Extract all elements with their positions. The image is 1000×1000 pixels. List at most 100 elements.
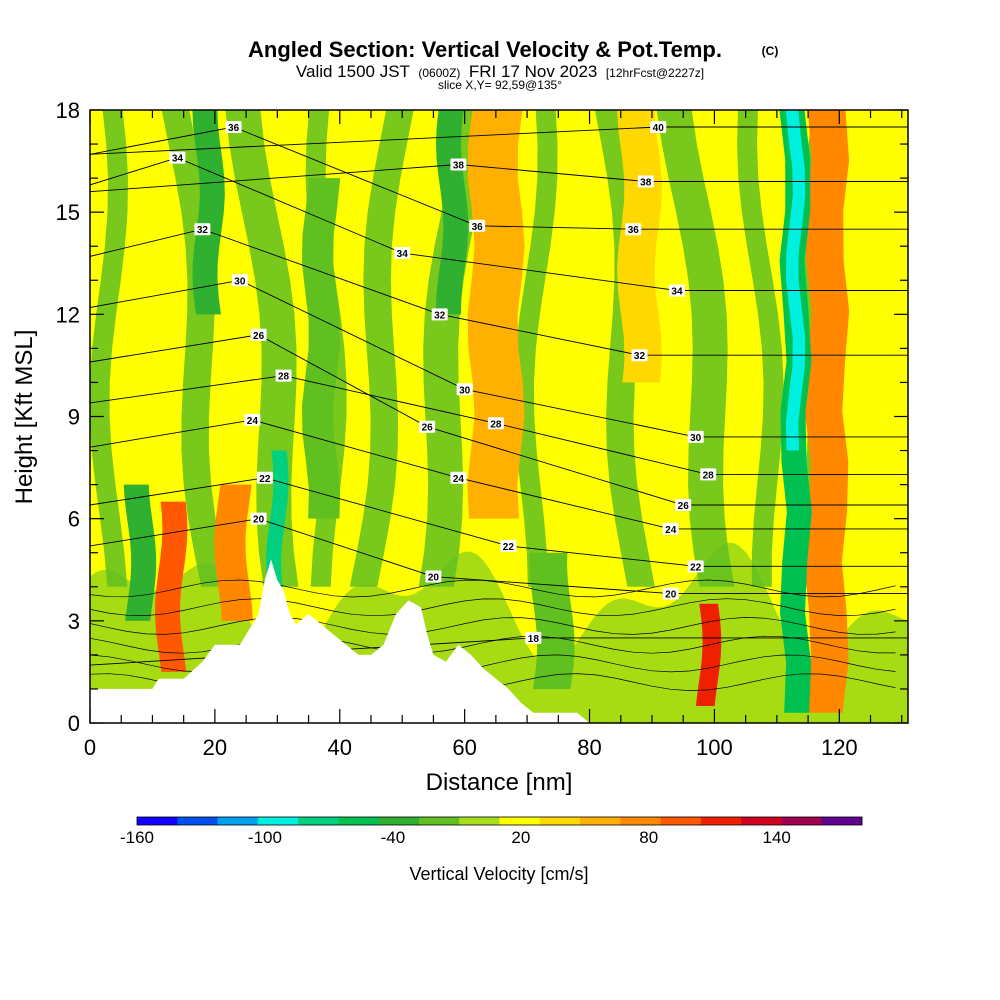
x-tick-label: 60 [452,735,476,760]
contour-label-text: 32 [197,225,209,236]
velocity-band [804,110,850,713]
contour-label-text: 32 [434,310,446,321]
contour-label: 32 [431,308,448,321]
contour-label-box [450,471,467,484]
contour-label-text: 34 [397,249,409,260]
contour-label-box [637,175,654,188]
contour-label: 34 [668,284,685,297]
field-streak [418,110,495,587]
contour-label: 30 [231,274,248,287]
theta-contour-line [90,579,896,598]
contour-label-text: 40 [653,123,665,134]
contour-label-box [275,369,292,382]
contour-label: 32 [194,223,211,236]
contour-label: 24 [244,413,261,427]
contour-label: 22 [687,560,704,573]
contour-label: 38 [450,158,467,171]
chart-title-units: (C) [762,44,779,58]
x-tick-label: 80 [577,735,601,760]
colorbar-swatch [741,817,782,825]
velocity-band [785,110,806,451]
colorbar-title: Vertical Velocity [cm/s] [409,864,588,884]
contour-label: 34 [394,247,411,260]
field-streak [656,110,735,587]
x-tick-label: 20 [203,735,227,760]
contour-label-text: 36 [472,222,484,233]
contour-label-text: 24 [453,474,465,485]
contour-label-text: 38 [640,178,652,189]
colorbar-tick-label: 140 [763,828,791,847]
contour-label: 18 [525,631,542,645]
contour-label-text: 22 [690,562,702,573]
colorbar-swatch [620,817,661,825]
contour-label: 26 [250,328,267,342]
contour-label-box [225,121,242,134]
velocity-band [302,178,341,519]
contour-label-box [631,349,648,362]
contour-label-text: 26 [253,331,265,342]
contour-label-text: 34 [172,154,184,165]
contour-label-box [456,383,473,396]
contour-label-text: 24 [247,416,259,427]
y-tick-label: 0 [68,711,80,736]
colorbar-swatch [700,817,742,825]
colorbar-swatch [177,817,218,825]
contour-label-text: 22 [503,542,515,553]
colorbar-tick-label: 80 [639,828,658,847]
colorbar-swatch [298,817,339,825]
contour-label: 24 [450,471,467,485]
contour-label: 28 [700,468,717,481]
contour-label-box [244,413,261,426]
contour-label-box [431,308,448,321]
field-streak [349,110,414,587]
contour-label: 30 [456,383,473,396]
contour-label-box [469,219,486,232]
field-streak [90,110,128,587]
x-axis-ticks: 0 20 40 60 80 100 120 [84,110,903,760]
contour-label-box [419,420,436,433]
y-tick-label: 15 [56,200,80,225]
colorbar-labels: -160 -100 -40 20 80 140 [120,828,791,847]
contour-label-text: 28 [703,470,715,481]
colorbar-swatch [338,817,379,825]
colorbar-swatch [257,817,299,825]
theta-contour-line [90,164,908,193]
terrain-mask [90,559,908,723]
colorbar-swatch [418,817,460,825]
contour-label-box [256,471,273,484]
colorbar-swatch [378,817,420,825]
contour-label-box [662,587,679,600]
contour-label-text: 20 [428,573,440,584]
colorbar-swatch [459,817,500,825]
velocity-band [467,110,525,519]
contour-label-text: 36 [628,225,640,236]
slice-label: slice X,Y= 92,59@135° [438,78,562,92]
contour-label: 28 [487,417,504,430]
colorbar-swatch [137,817,178,825]
contour-label-box [394,247,411,260]
x-tick-label: 0 [84,735,96,760]
contour-label-box [675,499,692,512]
colorbar-swatch [217,817,259,825]
contour-label-box [500,539,517,552]
contour-label: 36 [225,121,242,134]
y-tick-label: 12 [56,302,80,327]
contour-label: 20 [425,570,442,584]
contour-label-box [687,560,704,573]
colorbar-tick-label: -100 [248,828,282,847]
contour-label: 26 [419,420,436,434]
contour-label-box [668,284,685,297]
contour-label-text: 24 [665,525,677,536]
contour-label-box [450,158,467,171]
contour-label: 20 [662,587,679,601]
contour-label-box [250,328,267,341]
contour-label: 40 [650,121,667,134]
contour-label-text: 28 [278,372,290,383]
contour-label: 22 [500,539,517,553]
colorbar-tick-label: -160 [120,828,154,847]
colorbar-swatch [781,817,823,825]
contour-label-text: 20 [665,590,677,601]
subtitle-valid: Valid 1500 JST [296,62,410,81]
colorbar [136,816,863,826]
theta-contour-labels: 18 20 20 20 22 22 22 24 24 24 26 26 26 28 28 28 30 30 30 32… [169,121,717,645]
